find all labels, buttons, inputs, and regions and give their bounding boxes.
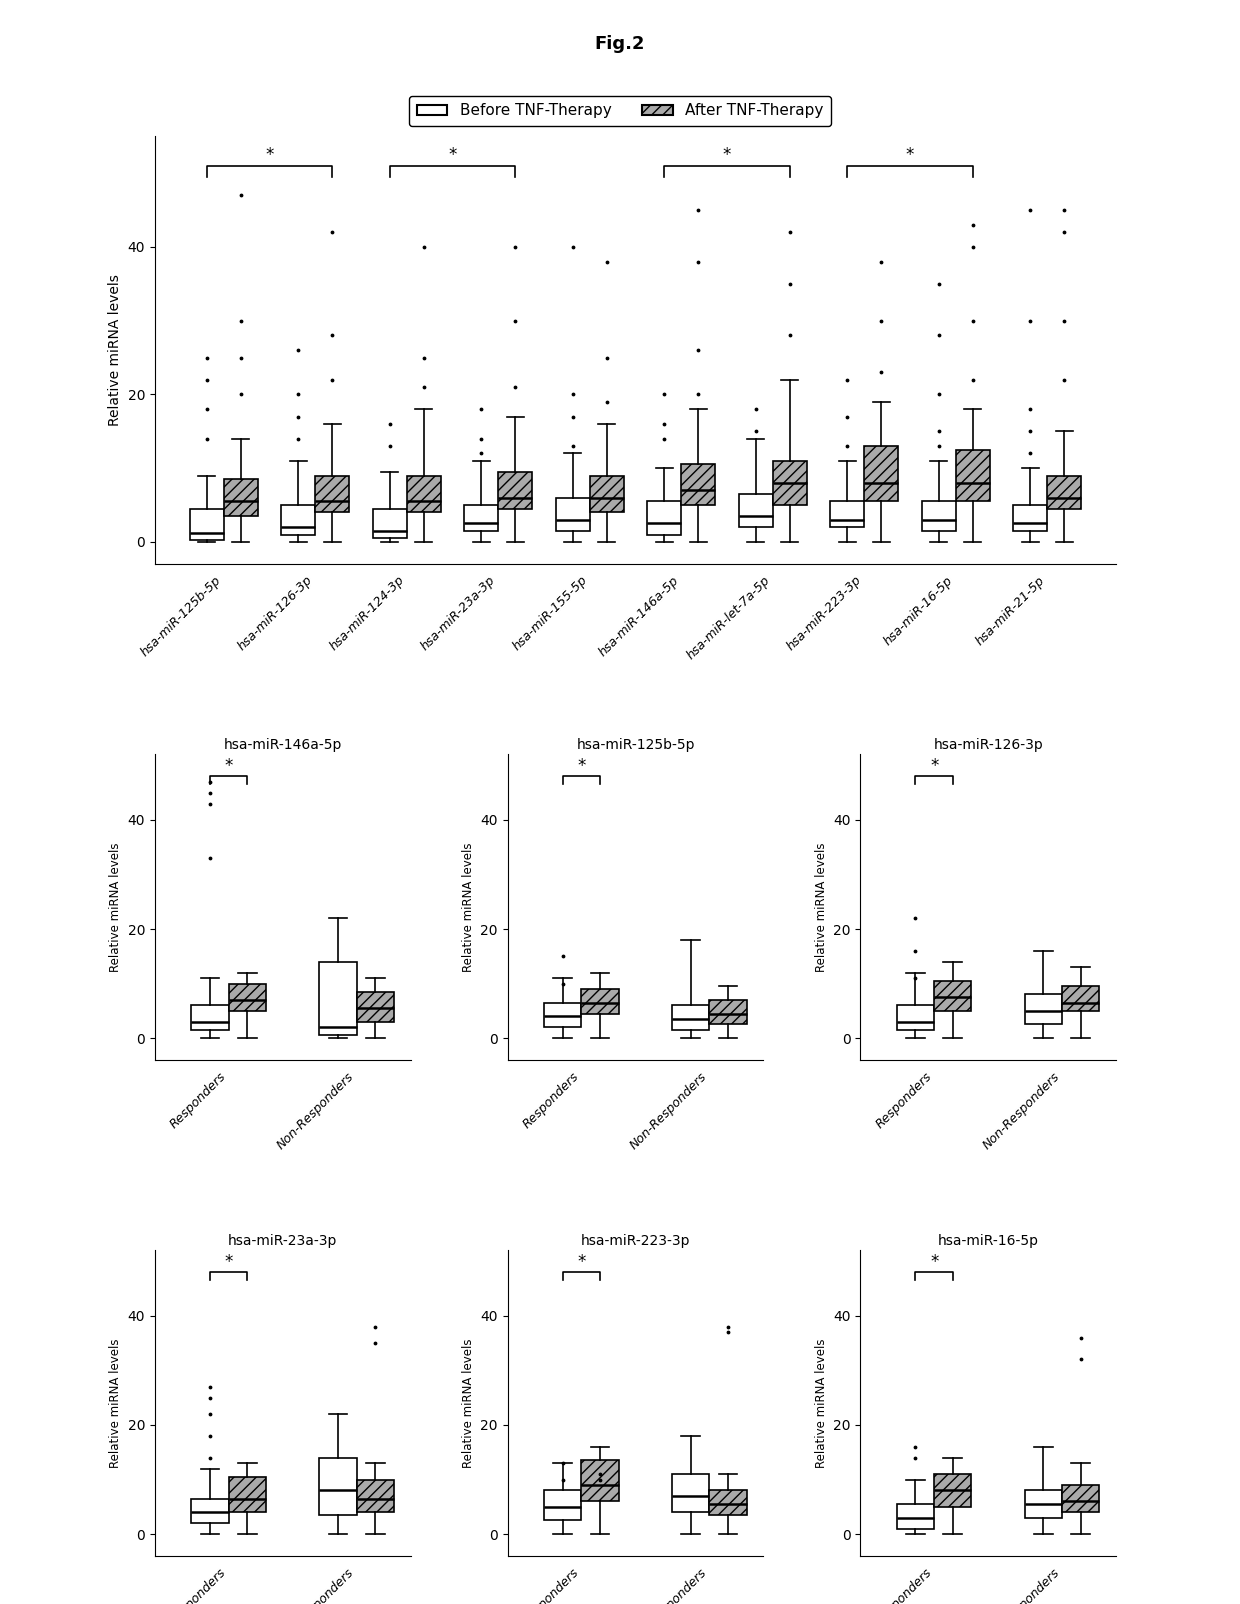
PathPatch shape <box>228 983 267 1011</box>
Y-axis label: Relative miRNA levels: Relative miRNA levels <box>109 1338 123 1468</box>
Text: *: * <box>930 757 939 775</box>
Legend: Before TNF-Therapy, After TNF-Therapy: Before TNF-Therapy, After TNF-Therapy <box>409 96 831 127</box>
Text: *: * <box>578 757 585 775</box>
PathPatch shape <box>773 460 807 505</box>
Text: Fig.2: Fig.2 <box>595 35 645 53</box>
PathPatch shape <box>647 502 681 534</box>
Text: *: * <box>930 1253 939 1270</box>
Title: hsa-miR-126-3p: hsa-miR-126-3p <box>934 738 1043 752</box>
PathPatch shape <box>191 1498 228 1524</box>
Text: *: * <box>906 146 914 164</box>
PathPatch shape <box>544 1490 582 1521</box>
PathPatch shape <box>897 1505 934 1529</box>
PathPatch shape <box>923 502 956 531</box>
Text: *: * <box>224 757 233 775</box>
PathPatch shape <box>1024 994 1061 1025</box>
PathPatch shape <box>956 449 990 502</box>
PathPatch shape <box>709 999 746 1025</box>
PathPatch shape <box>407 475 440 512</box>
Title: hsa-miR-16-5p: hsa-miR-16-5p <box>937 1233 1039 1248</box>
PathPatch shape <box>1024 1490 1061 1517</box>
PathPatch shape <box>739 494 773 528</box>
PathPatch shape <box>190 508 223 539</box>
PathPatch shape <box>1061 986 1100 1011</box>
PathPatch shape <box>582 1460 619 1501</box>
PathPatch shape <box>831 502 864 528</box>
PathPatch shape <box>672 1006 709 1030</box>
PathPatch shape <box>556 497 590 531</box>
Y-axis label: Relative miRNA levels: Relative miRNA levels <box>815 842 827 972</box>
PathPatch shape <box>228 1477 267 1513</box>
Text: *: * <box>578 1253 585 1270</box>
PathPatch shape <box>319 962 357 1036</box>
Text: *: * <box>723 146 732 164</box>
Title: hsa-miR-125b-5p: hsa-miR-125b-5p <box>577 738 694 752</box>
PathPatch shape <box>357 1479 394 1513</box>
PathPatch shape <box>544 1002 582 1027</box>
Y-axis label: Relative miRNA levels: Relative miRNA levels <box>109 842 123 972</box>
PathPatch shape <box>590 475 624 512</box>
PathPatch shape <box>934 1474 971 1506</box>
PathPatch shape <box>357 991 394 1022</box>
Text: *: * <box>224 1253 233 1270</box>
Y-axis label: Relative miRNA levels: Relative miRNA levels <box>815 1338 827 1468</box>
PathPatch shape <box>1013 505 1048 531</box>
PathPatch shape <box>934 982 971 1011</box>
PathPatch shape <box>672 1474 709 1513</box>
PathPatch shape <box>464 505 498 531</box>
Title: hsa-miR-146a-5p: hsa-miR-146a-5p <box>223 738 342 752</box>
PathPatch shape <box>281 505 315 534</box>
Title: hsa-miR-223-3p: hsa-miR-223-3p <box>580 1233 691 1248</box>
PathPatch shape <box>1061 1485 1100 1513</box>
PathPatch shape <box>373 508 407 539</box>
Y-axis label: Relative miRNA levels: Relative miRNA levels <box>463 842 475 972</box>
PathPatch shape <box>315 475 348 512</box>
Text: *: * <box>265 146 274 164</box>
PathPatch shape <box>582 990 619 1014</box>
PathPatch shape <box>709 1490 746 1514</box>
PathPatch shape <box>223 480 258 516</box>
PathPatch shape <box>191 1006 228 1030</box>
PathPatch shape <box>1048 475 1081 508</box>
PathPatch shape <box>498 472 532 508</box>
PathPatch shape <box>897 1006 934 1030</box>
PathPatch shape <box>864 446 898 502</box>
PathPatch shape <box>681 465 715 505</box>
Title: hsa-miR-23a-3p: hsa-miR-23a-3p <box>228 1233 337 1248</box>
Y-axis label: Relative miRNA levels: Relative miRNA levels <box>108 274 123 427</box>
Y-axis label: Relative miRNA levels: Relative miRNA levels <box>463 1338 475 1468</box>
PathPatch shape <box>319 1458 357 1514</box>
Text: *: * <box>449 146 456 164</box>
